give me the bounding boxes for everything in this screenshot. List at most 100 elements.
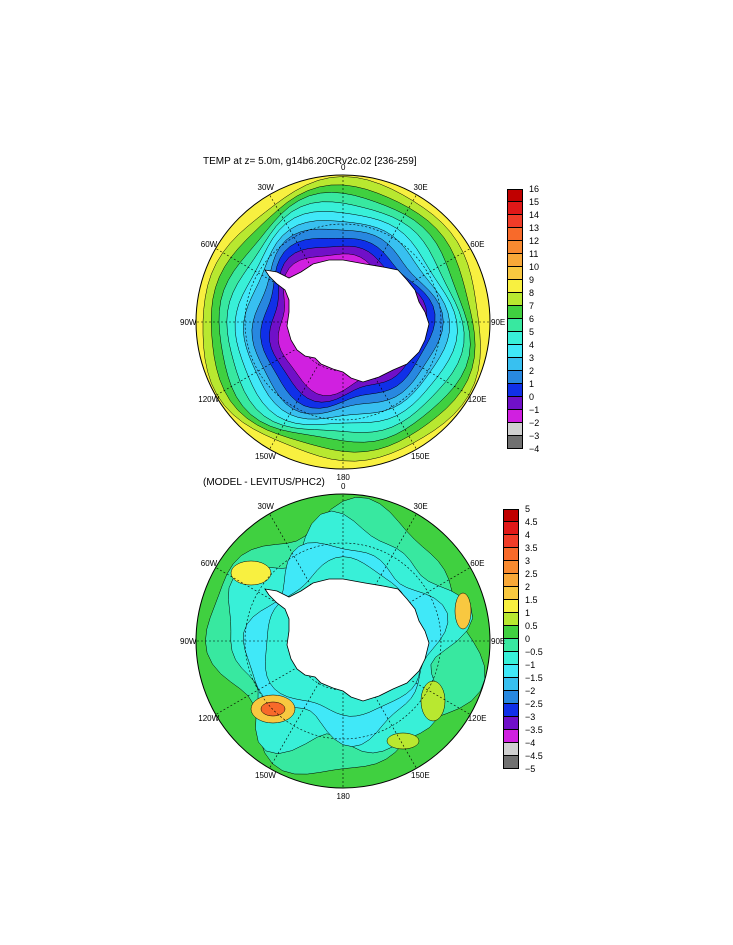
top-colorbar-swatch bbox=[507, 332, 523, 345]
top-colorbar-swatch bbox=[507, 293, 523, 306]
top-colorbar-label: 1 bbox=[529, 379, 535, 389]
bottom-longitude-label: 60E bbox=[470, 559, 485, 568]
top-colorbar-swatch bbox=[507, 371, 523, 384]
bottom-colorbar-label: 2.5 bbox=[525, 569, 538, 579]
top-longitude-label: 60E bbox=[470, 240, 485, 249]
top-longitude-label: 150W bbox=[255, 451, 276, 461]
bottom-longitude-label: 60W bbox=[200, 559, 218, 568]
bottom-colorbar-label: 5 bbox=[525, 504, 531, 514]
top-colorbar-label: 0 bbox=[529, 392, 535, 402]
bottom-longitude-label: 0 bbox=[341, 481, 346, 491]
top-colorbar-frame bbox=[507, 189, 523, 449]
bottom-colorbar-label: 1.5 bbox=[525, 595, 538, 605]
bottom-colorbar-label: 1 bbox=[525, 608, 531, 618]
bottom-colorbar-label: −4 bbox=[525, 738, 536, 748]
bottom-colorbar-swatch bbox=[503, 652, 519, 665]
top-colorbar-label: −3 bbox=[529, 431, 540, 441]
bottom-colorbar-swatch bbox=[503, 600, 519, 613]
bottom-colorbar-label: −1.5 bbox=[525, 673, 543, 683]
top-colorbar-label: 6 bbox=[529, 314, 535, 324]
bottom-longitude-label: 120W bbox=[198, 714, 220, 723]
bottom-colorbar-swatch bbox=[503, 548, 519, 561]
top-longitude-label: 120W bbox=[198, 395, 220, 404]
bottom-map-anomaly bbox=[230, 560, 272, 586]
top-temperature-map bbox=[195, 174, 491, 470]
bottom-map-anomaly bbox=[260, 701, 286, 717]
bottom-colorbar-label: 3.5 bbox=[525, 543, 538, 553]
bottom-colorbar-label: −3 bbox=[525, 712, 536, 722]
top-colorbar-label: 4 bbox=[529, 340, 535, 350]
top-longitude-label: 180 bbox=[336, 472, 350, 482]
bottom-colorbar-swatch bbox=[503, 691, 519, 704]
bottom-colorbar-label: 3 bbox=[525, 556, 531, 566]
top-colorbar-swatch bbox=[507, 319, 523, 332]
top-longitude-label: 30W bbox=[257, 183, 274, 193]
bottom-longitude-label: 30W bbox=[257, 502, 274, 512]
bottom-colorbar-label: 4.5 bbox=[525, 517, 538, 527]
top-colorbar-swatch bbox=[507, 423, 523, 436]
top-colorbar-label: −4 bbox=[529, 444, 540, 454]
bottom-colorbar-label: −0.5 bbox=[525, 647, 543, 657]
top-colorbar-label: 3 bbox=[529, 353, 535, 363]
bottom-colorbar-swatch bbox=[503, 743, 519, 756]
bottom-colorbar: 5 4.5 4 3.5 3 2.5 2 1.5 1 0.5 0 −0.5 −1 −1.5 −2 −2.5 −3 −… bbox=[503, 504, 563, 774]
bottom-colorbar-label: −2 bbox=[525, 686, 536, 696]
top-longitude-label: 0 bbox=[341, 162, 346, 172]
bottom-map-anomaly bbox=[420, 680, 446, 722]
top-longitude-label: 120E bbox=[467, 395, 487, 404]
top-longitude-label: 60W bbox=[200, 240, 218, 249]
bottom-map-antarctica-land bbox=[264, 578, 430, 702]
bottom-difference-map bbox=[195, 493, 491, 789]
bottom-colorbar-label: 4 bbox=[525, 530, 531, 540]
bottom-colorbar-swatch bbox=[503, 678, 519, 691]
top-colorbar-label: −2 bbox=[529, 418, 540, 428]
bottom-colorbar-label: −1 bbox=[525, 660, 536, 670]
bottom-colorbar-frame bbox=[503, 509, 519, 769]
top-colorbar-swatch bbox=[507, 358, 523, 371]
bottom-colorbar-label: −3.5 bbox=[525, 725, 543, 735]
bottom-colorbar-swatch bbox=[503, 587, 519, 600]
top-colorbar-label: 14 bbox=[529, 210, 540, 220]
top-colorbar-swatch bbox=[507, 228, 523, 241]
bottom-longitude-label: 90E bbox=[491, 636, 506, 646]
bottom-colorbar-swatch bbox=[503, 665, 519, 678]
bottom-colorbar-swatch bbox=[503, 509, 519, 522]
bottom-colorbar-swatch bbox=[503, 574, 519, 587]
top-colorbar-swatch bbox=[507, 306, 523, 319]
bottom-colorbar-label: −4.5 bbox=[525, 751, 543, 761]
top-map-map-border bbox=[195, 174, 491, 470]
bottom-longitude-label: 150W bbox=[255, 770, 276, 780]
top-colorbar-swatch bbox=[507, 397, 523, 410]
top-colorbar-swatch bbox=[507, 267, 523, 280]
top-colorbar-swatch bbox=[507, 241, 523, 254]
top-colorbar-label: 12 bbox=[529, 236, 540, 246]
top-colorbar-label: 15 bbox=[529, 197, 540, 207]
top-colorbar-label: 2 bbox=[529, 366, 535, 376]
bottom-map-anomaly bbox=[454, 592, 472, 630]
top-longitude-label: 90E bbox=[491, 317, 506, 327]
bottom-map-anomaly bbox=[386, 732, 420, 750]
bottom-longitude-label: 180 bbox=[336, 791, 350, 801]
bottom-colorbar-label: 0.5 bbox=[525, 621, 538, 631]
top-colorbar-label: 11 bbox=[529, 249, 539, 259]
bottom-longitude-label: 120E bbox=[467, 714, 487, 723]
top-colorbar-swatch bbox=[507, 410, 523, 423]
bottom-longitude-label: 90W bbox=[180, 636, 197, 646]
bottom-colorbar-label: 2 bbox=[525, 582, 531, 592]
top-colorbar: 16 15 14 13 12 11 10 9 8 7 6 5 4 3 2 1 0 −1 −2 −3 −4 bbox=[507, 184, 567, 454]
bottom-colorbar-swatch bbox=[503, 730, 519, 743]
bottom-colorbar-label: −5 bbox=[525, 764, 536, 774]
bottom-colorbar-swatch bbox=[503, 717, 519, 730]
bottom-colorbar-swatch bbox=[503, 613, 519, 626]
top-colorbar-swatch bbox=[507, 202, 523, 215]
top-colorbar-label: −1 bbox=[529, 405, 540, 415]
top-colorbar-swatch bbox=[507, 189, 523, 202]
top-colorbar-label: 8 bbox=[529, 288, 535, 298]
bottom-colorbar-swatch bbox=[503, 626, 519, 639]
top-map-antarctica-land bbox=[264, 259, 430, 383]
bottom-colorbar-label: 0 bbox=[525, 634, 531, 644]
top-colorbar-label: 9 bbox=[529, 275, 535, 285]
bottom-colorbar-label: −2.5 bbox=[525, 699, 543, 709]
top-colorbar-label: 5 bbox=[529, 327, 535, 337]
top-panel-title: TEMP at z= 5.0m, g14b6.20CRv2c.02 [236-2… bbox=[203, 156, 417, 167]
